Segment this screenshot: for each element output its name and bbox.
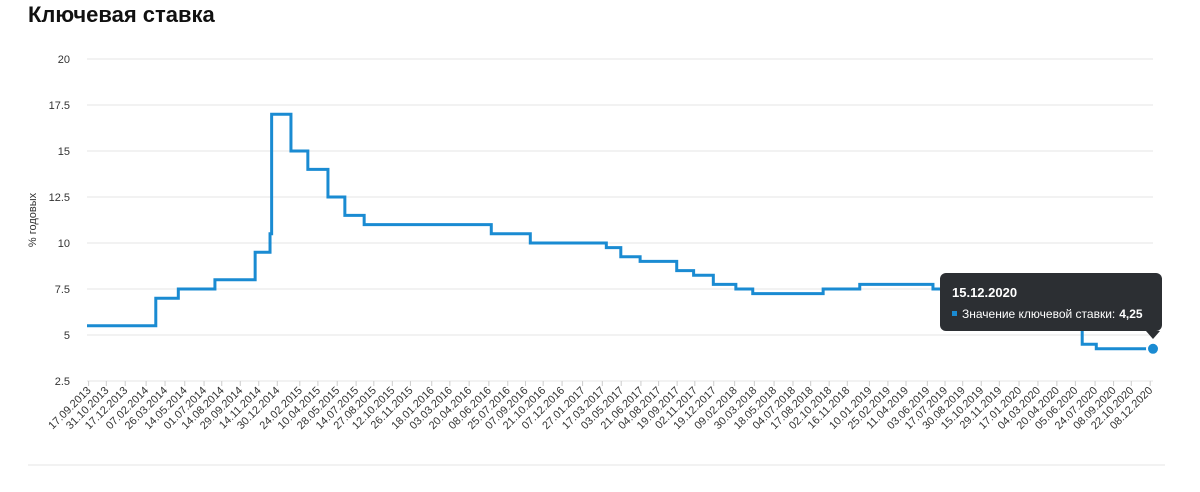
chart-title: Ключевая ставка	[28, 2, 216, 27]
y-tick-label: 20	[58, 54, 70, 66]
y-tick-label: 7.5	[55, 284, 70, 296]
tooltip-value: 4,25	[1119, 307, 1143, 321]
y-tick-label: 10	[58, 238, 70, 250]
y-tick-label: 5	[64, 330, 70, 342]
y-tick-label: 2.5	[55, 376, 70, 388]
y-tick-label: 12.5	[49, 192, 70, 204]
tooltip-label: Значение ключевой ставки:	[962, 307, 1115, 321]
tooltip-box	[940, 273, 1162, 331]
highlight-point	[1146, 341, 1160, 356]
tooltip-arrow	[1146, 331, 1160, 339]
y-tick-label: 17.5	[49, 100, 70, 112]
tooltip-date: 15.12.2020	[952, 285, 1017, 300]
y-axis-label: % годовых	[27, 192, 39, 247]
tooltip-bullet	[952, 311, 957, 316]
tooltip-text: Значение ключевой ставки: 4,25	[962, 307, 1143, 321]
tooltip: 15.12.2020 Значение ключевой ставки: 4,25	[940, 273, 1162, 339]
y-tick-label: 15	[58, 146, 70, 158]
